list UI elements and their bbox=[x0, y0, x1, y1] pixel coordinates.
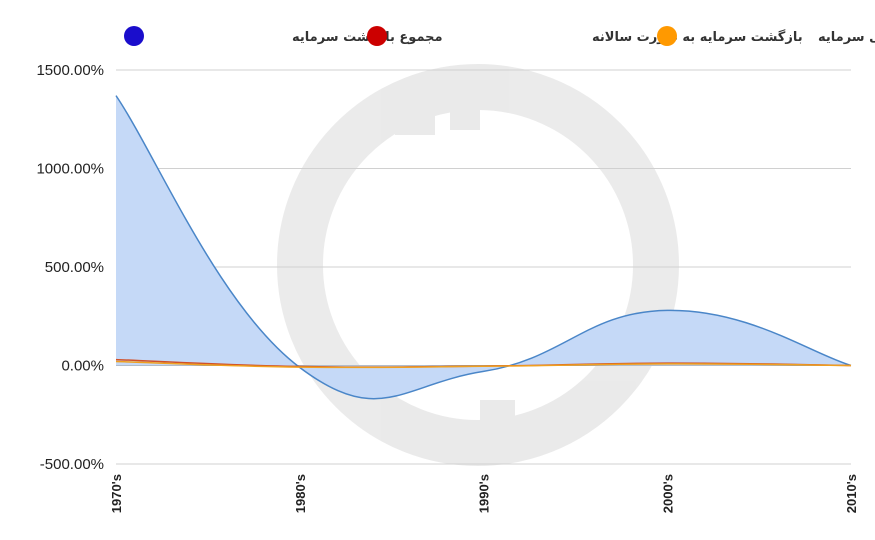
series-area-0 bbox=[116, 95, 851, 399]
x-tick-label: 2000's bbox=[660, 474, 675, 513]
x-tick-label: 1990's bbox=[477, 474, 492, 513]
x-tick-label: 1970's bbox=[109, 474, 124, 513]
lines-layer bbox=[115, 95, 852, 400]
y-tick-label: 500.00% bbox=[45, 259, 104, 276]
legend-marker bbox=[657, 26, 677, 46]
y-axis-ticks: 1500.00% 1000.00% 500.00% 0.00% -500.00% bbox=[36, 62, 104, 473]
legend: مجموع بازگشت سرمایه بازگشت سرمایه به صورت… bbox=[124, 26, 875, 46]
legend-label: بازگشت سرمایه به صورت سالانه bbox=[592, 29, 803, 45]
legend-item-2: بازگشت واقعی سرمایه bbox=[657, 26, 875, 46]
y-tick-label: 1000.00% bbox=[36, 161, 104, 178]
area-layer bbox=[116, 95, 851, 399]
x-tick-label: 1980's bbox=[293, 474, 308, 513]
legend-label: بازگشت واقعی سرمایه bbox=[818, 29, 875, 45]
legend-marker bbox=[124, 26, 144, 46]
legend-item-0: مجموع بازگشت سرمایه bbox=[124, 26, 443, 46]
x-tick-label: 2010's bbox=[844, 474, 859, 513]
series-line-2 bbox=[115, 360, 852, 369]
y-tick-label: 1500.00% bbox=[36, 62, 104, 79]
y-tick-label: -500.00% bbox=[40, 456, 104, 473]
y-tick-label: 0.00% bbox=[61, 358, 104, 375]
watermark-logo bbox=[277, 64, 679, 466]
legend-item-1: بازگشت سرمایه به صورت سالانه bbox=[367, 26, 803, 46]
legend-marker bbox=[367, 26, 387, 46]
series-line-0 bbox=[115, 95, 852, 400]
x-axis-ticks: 1970's 1980's 1990's 2000's 2010's bbox=[109, 474, 859, 513]
